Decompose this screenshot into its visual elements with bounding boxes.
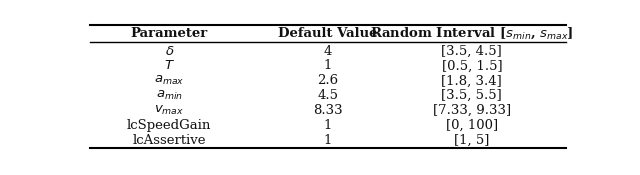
Text: $\delta$: $\delta$ xyxy=(164,45,174,58)
Text: 1: 1 xyxy=(324,119,332,132)
Text: [3.5, 5.5]: [3.5, 5.5] xyxy=(442,89,502,102)
Text: 4: 4 xyxy=(324,45,332,58)
Text: lcSpeedGain: lcSpeedGain xyxy=(127,119,211,132)
Text: Random Interval [$s_{min}$, $s_{max}$]: Random Interval [$s_{min}$, $s_{max}$] xyxy=(370,26,573,41)
Text: [0.5, 1.5]: [0.5, 1.5] xyxy=(442,60,502,72)
Text: Default Value: Default Value xyxy=(278,27,378,40)
Text: [1, 5]: [1, 5] xyxy=(454,134,490,147)
Text: 1: 1 xyxy=(324,60,332,72)
Text: Parameter: Parameter xyxy=(131,27,208,40)
Text: $T$: $T$ xyxy=(164,60,175,72)
Text: [7.33, 9.33]: [7.33, 9.33] xyxy=(433,104,511,117)
Text: [0, 100]: [0, 100] xyxy=(446,119,498,132)
Text: lcAssertive: lcAssertive xyxy=(132,134,206,147)
Text: [1.8, 3.4]: [1.8, 3.4] xyxy=(442,74,502,87)
Text: $a_{max}$: $a_{max}$ xyxy=(154,74,184,87)
Text: [3.5, 4.5]: [3.5, 4.5] xyxy=(442,45,502,58)
Text: 8.33: 8.33 xyxy=(313,104,343,117)
Text: $a_{min}$: $a_{min}$ xyxy=(156,89,183,102)
Text: 2.6: 2.6 xyxy=(317,74,339,87)
Text: $v_{max}$: $v_{max}$ xyxy=(154,104,184,117)
Text: 4.5: 4.5 xyxy=(317,89,339,102)
Text: 1: 1 xyxy=(324,134,332,147)
